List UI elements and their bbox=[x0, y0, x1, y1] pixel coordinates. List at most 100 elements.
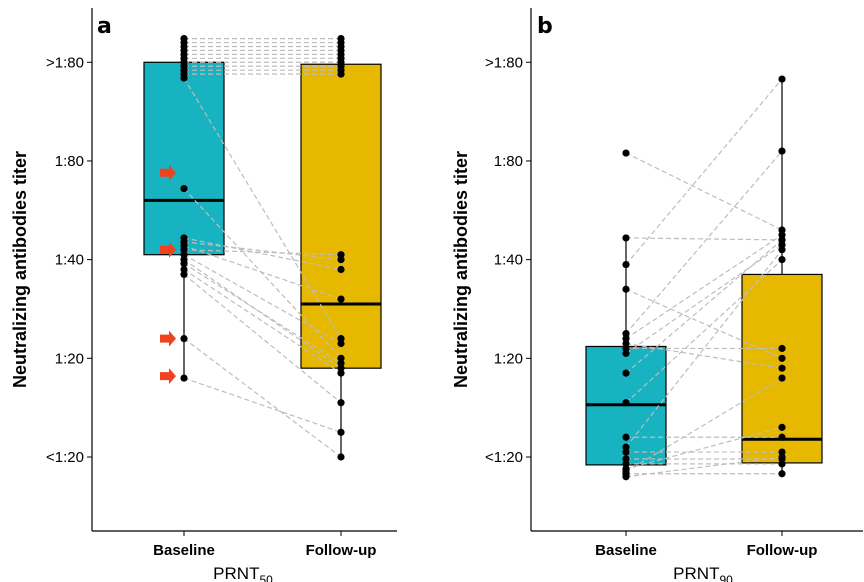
data-point-baseline bbox=[622, 149, 630, 157]
data-point-followup bbox=[778, 231, 786, 239]
data-point-followup bbox=[337, 364, 345, 372]
pair-line bbox=[625, 456, 783, 478]
data-point-followup bbox=[778, 364, 786, 372]
pair-line bbox=[625, 288, 783, 359]
data-point-followup bbox=[778, 236, 786, 244]
x-tick-label: Baseline bbox=[153, 542, 215, 559]
y-tick-label: 1:80 bbox=[494, 153, 523, 170]
x-axis-title: PRNT90 bbox=[673, 564, 733, 582]
pair-line bbox=[625, 152, 783, 231]
pair-line bbox=[183, 245, 342, 300]
pair-line bbox=[183, 338, 342, 458]
y-tick-label: 1:40 bbox=[55, 252, 84, 269]
pair-line bbox=[183, 273, 342, 404]
y-axis-title: Neutralizing antibodies titer bbox=[451, 151, 471, 388]
y-tick-label: <1:20 bbox=[46, 449, 84, 466]
data-point-followup bbox=[778, 374, 786, 382]
y-axis-title: Neutralizing antibodies titer bbox=[10, 151, 30, 388]
x-axis-title-sub: 90 bbox=[719, 573, 733, 582]
data-point-followup bbox=[337, 251, 345, 259]
data-point-baseline bbox=[622, 260, 630, 269]
pair-line bbox=[183, 188, 342, 359]
data-point-followup bbox=[778, 226, 786, 234]
data-point-followup bbox=[778, 147, 786, 155]
panel-a: <1:20 1:20 1:40 1:80 >1:80 Baseline Follow-up a… bbox=[10, 8, 397, 582]
data-point-baseline bbox=[622, 455, 630, 463]
data-point-baseline bbox=[622, 344, 630, 353]
data-point-followup bbox=[778, 433, 786, 441]
data-point-followup bbox=[778, 344, 786, 353]
pair-line bbox=[625, 426, 783, 470]
pair-line bbox=[183, 263, 342, 364]
x-axis-title-sub: 50 bbox=[259, 573, 273, 582]
data-point-baseline bbox=[622, 334, 630, 343]
pair-line bbox=[625, 237, 783, 241]
data-point-followup bbox=[778, 354, 786, 362]
data-point-followup bbox=[778, 241, 786, 249]
data-point-followup bbox=[778, 448, 786, 456]
pair-line bbox=[183, 254, 342, 345]
data-point-baseline bbox=[180, 334, 188, 343]
panel-b: <1:20 1:20 1:40 1:80 >1:80 Baseline Follow-up b… bbox=[451, 8, 863, 582]
red-arrow-marker bbox=[160, 368, 176, 385]
data-point-baseline bbox=[622, 460, 630, 468]
pair-line bbox=[183, 241, 342, 261]
pair-line bbox=[625, 342, 783, 369]
data-point-followup bbox=[337, 369, 345, 377]
data-point-baseline bbox=[622, 234, 630, 242]
data-point-baseline bbox=[622, 433, 630, 441]
x-tick-label: Follow-up bbox=[747, 542, 818, 559]
y-tick-label: 1:20 bbox=[494, 350, 523, 367]
data-point-baseline bbox=[622, 473, 630, 481]
data-point-followup bbox=[337, 339, 345, 348]
data-point-followup bbox=[337, 265, 345, 274]
data-point-followup bbox=[337, 334, 345, 343]
x-axis-title-main: PRNT bbox=[213, 564, 259, 582]
data-point-baseline bbox=[180, 246, 188, 254]
data-point-followup bbox=[778, 256, 786, 264]
data-point-followup bbox=[337, 70, 345, 78]
data-point-followup bbox=[778, 460, 786, 468]
pair-line bbox=[183, 377, 342, 433]
pair-line bbox=[625, 377, 783, 473]
panel-letter: b bbox=[537, 14, 553, 39]
data-point-baseline bbox=[622, 399, 630, 407]
data-point-followup bbox=[337, 354, 345, 362]
pair-line bbox=[183, 249, 342, 256]
panel-letter: a bbox=[97, 14, 112, 39]
data-point-followup bbox=[778, 75, 786, 83]
data-point-followup bbox=[337, 453, 345, 461]
red-arrow-marker bbox=[160, 241, 176, 258]
data-point-baseline bbox=[180, 251, 188, 259]
y-tick-label: <1:20 bbox=[485, 449, 523, 466]
data-point-baseline bbox=[622, 369, 630, 377]
y-tick-label: 1:80 bbox=[55, 153, 84, 170]
data-point-baseline bbox=[180, 184, 188, 193]
data-point-followup bbox=[337, 256, 345, 264]
data-point-followup bbox=[778, 423, 786, 431]
data-point-followup bbox=[337, 359, 345, 367]
data-point-baseline bbox=[622, 339, 630, 348]
data-point-baseline bbox=[622, 349, 630, 357]
pair-line bbox=[625, 78, 783, 265]
pair-line bbox=[183, 237, 342, 271]
data-point-baseline bbox=[180, 265, 188, 274]
red-arrow-marker bbox=[160, 164, 176, 181]
box-follow-up bbox=[300, 63, 382, 369]
data-point-baseline bbox=[622, 285, 630, 293]
y-tick-label: >1:80 bbox=[485, 54, 523, 71]
box-baseline bbox=[143, 61, 225, 256]
pair-line bbox=[625, 234, 783, 340]
x-tick-label: Follow-up bbox=[306, 542, 377, 559]
red-arrow-marker bbox=[160, 330, 176, 347]
x-axis-title-main: PRNT bbox=[673, 564, 719, 582]
data-point-baseline bbox=[622, 448, 630, 456]
data-point-baseline bbox=[180, 374, 188, 382]
data-point-followup bbox=[778, 453, 786, 461]
data-point-baseline bbox=[622, 468, 630, 476]
data-point-baseline bbox=[622, 443, 630, 451]
data-point-baseline bbox=[180, 259, 188, 268]
pair-line bbox=[625, 239, 783, 374]
pair-line bbox=[183, 77, 342, 339]
